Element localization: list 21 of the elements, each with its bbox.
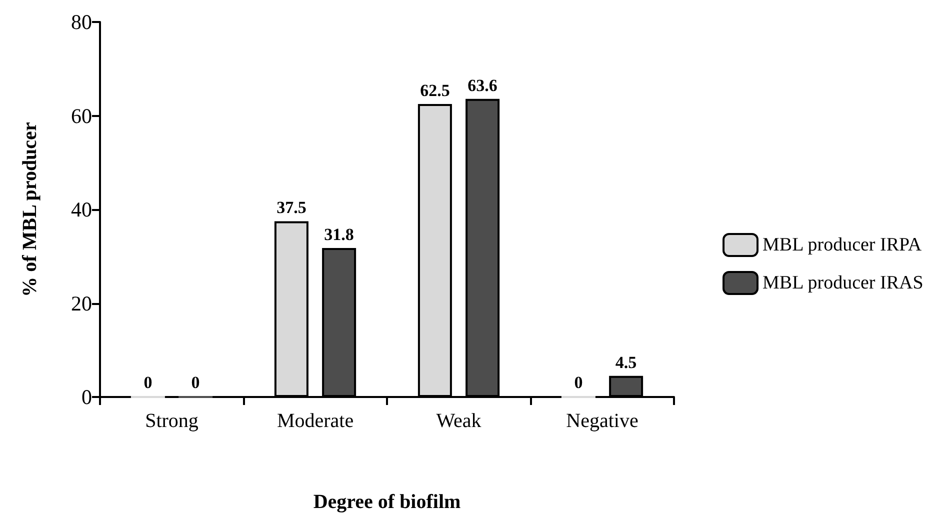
data-label: 0 (144, 373, 152, 392)
data-label: 4.5 (615, 352, 637, 372)
legend-label: MBL producer IRAS (762, 272, 924, 294)
data-label: 0 (574, 373, 583, 392)
y-tick-label: 80 (71, 10, 92, 34)
x-tick-label: Weak (436, 410, 482, 432)
legend-label: MBL producer IRPA (762, 234, 922, 256)
x-tick-label: Negative (566, 410, 638, 432)
x-tick-label: Moderate (276, 410, 354, 432)
data-label: 62.5 (420, 81, 450, 100)
data-label: 0 (191, 373, 200, 392)
data-label: 31.8 (324, 224, 354, 244)
x-axis-title: Degree of biofilm (313, 491, 462, 513)
y-tick-label: 40 (71, 198, 92, 222)
y-axis-title: % of MBL producer (19, 122, 41, 297)
y-tick-label: 60 (71, 104, 92, 128)
x-tick-label: Strong (145, 410, 198, 432)
data-label: 37.5 (276, 198, 306, 218)
data-label: 63.6 (468, 76, 498, 95)
y-tick-label: 20 (71, 291, 92, 316)
y-tick-label: 0 (82, 385, 92, 409)
